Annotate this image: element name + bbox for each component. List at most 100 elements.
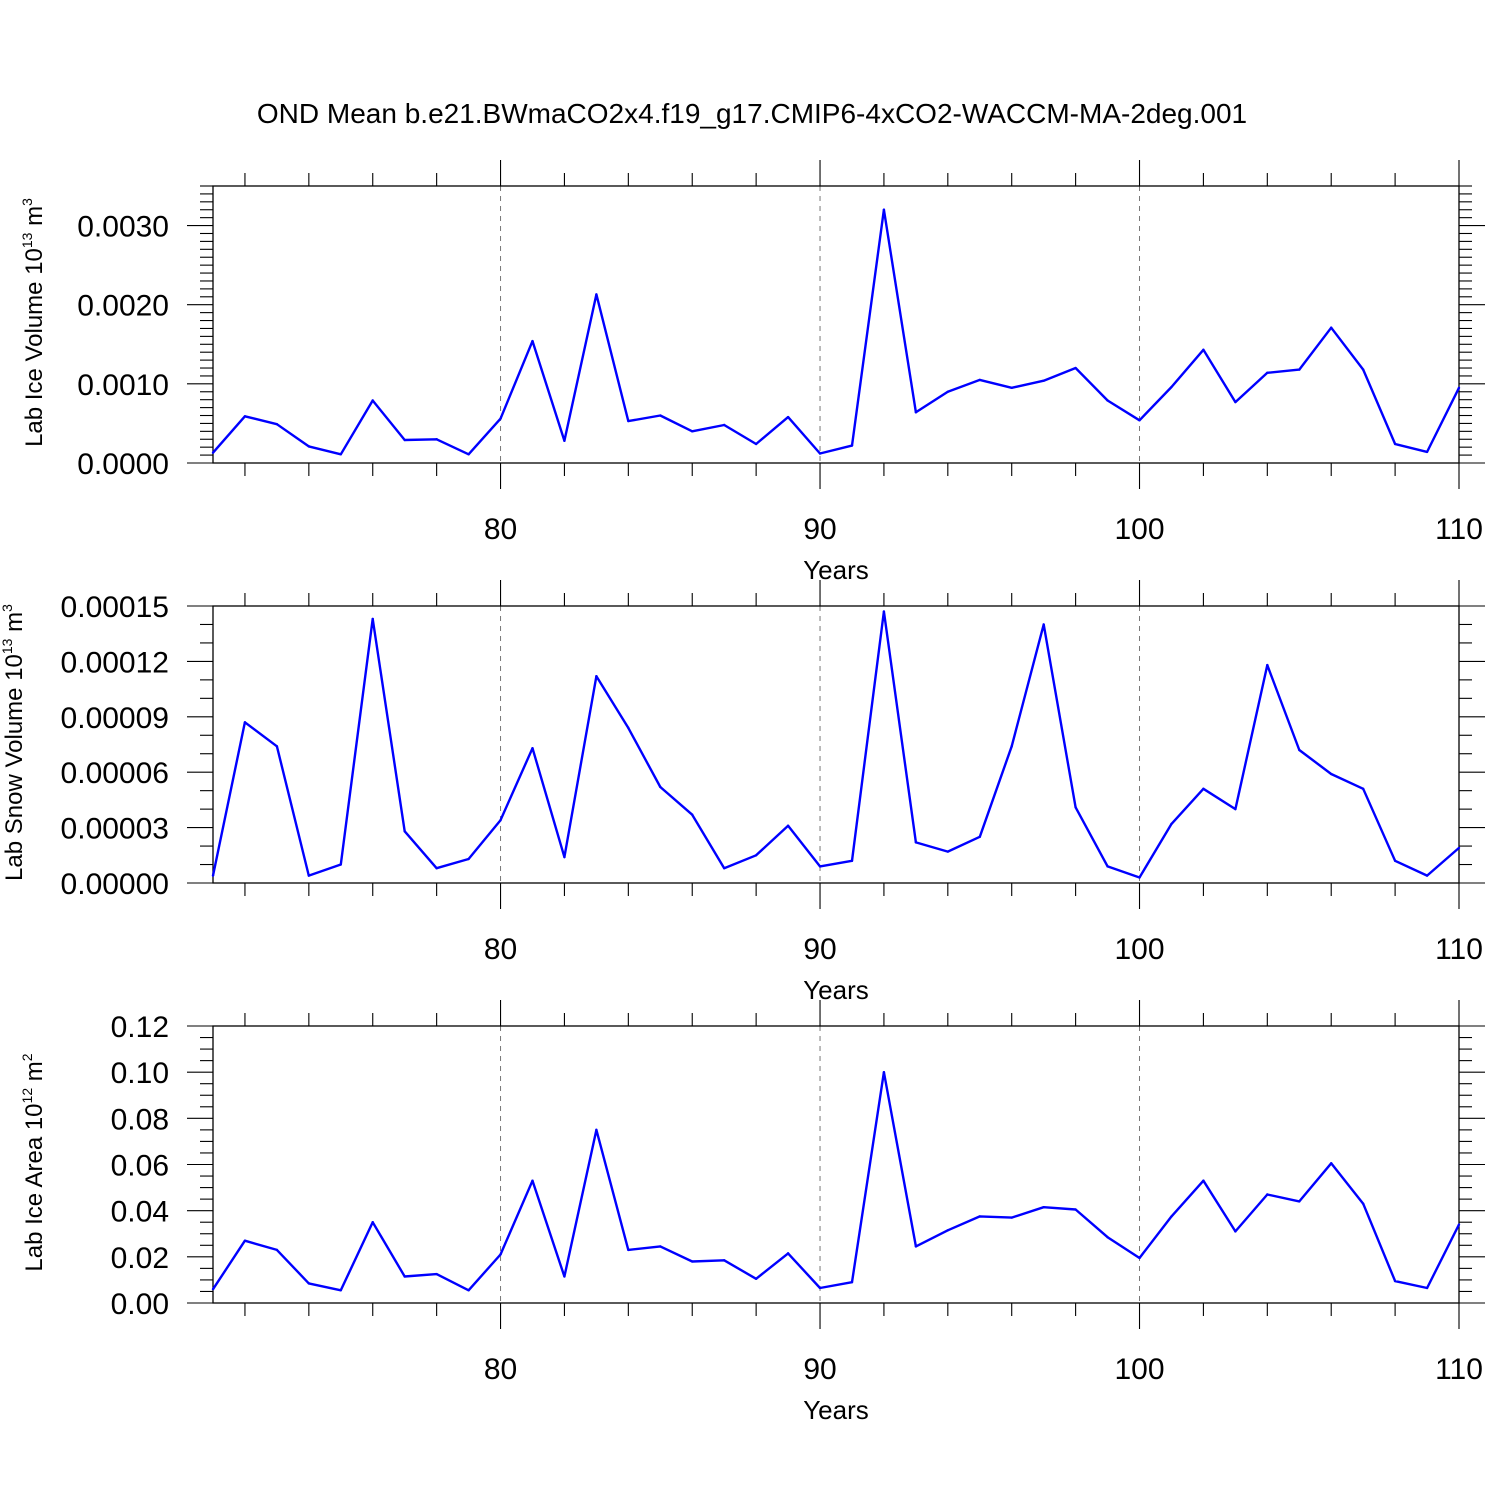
- data-point: [818, 865, 822, 868]
- data-point: [850, 444, 854, 447]
- data-point: [1298, 1200, 1301, 1203]
- data-point: [1202, 1179, 1205, 1182]
- data-point: [850, 1281, 854, 1284]
- data-point: [371, 1221, 374, 1224]
- data-point: [595, 1128, 598, 1132]
- data-point: [882, 208, 886, 211]
- data-point: [1042, 379, 1045, 382]
- data-point: [1266, 371, 1269, 374]
- data-point: [403, 438, 406, 442]
- data-point: [691, 1260, 694, 1263]
- x-tick-label: 80: [484, 1353, 517, 1386]
- data-point: [1393, 859, 1397, 863]
- data-point: [339, 453, 342, 456]
- data-point: [914, 841, 918, 844]
- data-point: [946, 1229, 950, 1232]
- data-point: [722, 867, 726, 870]
- data-point: [786, 1252, 790, 1255]
- data-point: [1234, 807, 1237, 811]
- y-tick-label: 0.00000: [61, 868, 169, 901]
- data-point: [531, 746, 534, 750]
- data-point: [1170, 822, 1173, 826]
- data-point: [659, 414, 662, 417]
- data-point: [1330, 1162, 1333, 1165]
- data-point: [1425, 1286, 1429, 1290]
- y-tick-label: 0.00015: [61, 591, 169, 624]
- data-point: [1202, 787, 1205, 791]
- data-point: [403, 1275, 406, 1278]
- data-point: [467, 857, 470, 861]
- data-point: [722, 423, 726, 427]
- y-axis-label-unit-exponent: 3: [0, 604, 15, 612]
- data-point: [563, 439, 566, 443]
- y-tick-label: 0.06: [111, 1150, 169, 1183]
- data-point: [1266, 663, 1269, 667]
- data-point: [435, 438, 438, 441]
- data-point: [1074, 366, 1077, 370]
- x-tick-label: 100: [1114, 513, 1164, 546]
- x-axis-label: Years: [803, 555, 869, 585]
- data-point: [1298, 368, 1301, 371]
- data-point: [1393, 442, 1397, 446]
- data-point: [1425, 874, 1429, 877]
- panel-ice-volume: 80 90 100 110 Years 0.0000 0.0010 0.0020 0.0030 L…: [19, 160, 1485, 585]
- x-tick-label: 90: [803, 1353, 836, 1386]
- x-tick-label: 110: [1435, 1353, 1483, 1386]
- data-point: [1074, 1208, 1077, 1211]
- x-tick-label: 110: [1435, 513, 1483, 546]
- y-axis-label-unit: m: [21, 206, 48, 233]
- y-tick-label: 0.0030: [77, 211, 169, 244]
- y-tick-label: 0.00009: [61, 702, 169, 735]
- x-tick-label: 100: [1114, 1353, 1164, 1386]
- data-point: [1106, 1236, 1109, 1239]
- x-tick-label: 90: [803, 513, 836, 546]
- data-point: [1138, 419, 1141, 422]
- data-point: [211, 874, 215, 877]
- data-point: [435, 867, 438, 870]
- y-axis-label-exponent: 13: [19, 232, 35, 248]
- data-point: [914, 1245, 918, 1248]
- data-point: [307, 874, 311, 877]
- y-axis-label-unit-exponent: 2: [19, 1053, 35, 1061]
- data-point: [978, 835, 981, 839]
- series-line: [211, 610, 1460, 879]
- x-axis-label: Years: [803, 1395, 869, 1425]
- data-point: [1457, 386, 1461, 390]
- data-point: [1361, 1202, 1365, 1205]
- data-point: [914, 411, 918, 414]
- y-axis-label: Lab Ice Volume 1013 m3: [19, 198, 48, 447]
- data-point: [275, 745, 279, 748]
- y-axis-label-main: Lab Snow Volume 10: [1, 654, 28, 881]
- data-point: [691, 430, 694, 433]
- y-axis-label-main: Lab Ice Area 10: [21, 1103, 48, 1271]
- data-point: [1170, 385, 1173, 389]
- data-point: [1138, 876, 1141, 879]
- data-point: [818, 1286, 822, 1290]
- x-tick-label: 80: [484, 513, 517, 546]
- data-point: [467, 1289, 470, 1292]
- data-point: [1010, 386, 1013, 390]
- data-point: [1106, 399, 1109, 402]
- data-point: [786, 415, 790, 419]
- data-point: [818, 452, 822, 455]
- data-point: [850, 859, 854, 863]
- data-point: [659, 1245, 662, 1248]
- data-point: [946, 390, 950, 393]
- y-tick-label: 0.08: [111, 1103, 169, 1136]
- data-point: [371, 399, 374, 402]
- y-axis-label-unit-exponent: 3: [19, 198, 35, 206]
- data-point: [627, 726, 630, 730]
- data-point: [1234, 1230, 1237, 1233]
- x-tick-label: 90: [803, 933, 836, 966]
- x-axis-label: Years: [803, 975, 869, 1005]
- data-point: [1361, 787, 1365, 791]
- y-axis-label-unit: m: [1, 612, 28, 639]
- data-point: [467, 453, 470, 456]
- y-axis-label-exponent: 13: [0, 638, 15, 654]
- x-tick-label: 80: [484, 933, 517, 966]
- data-point: [882, 1070, 886, 1074]
- y-tick-label: 0.0000: [77, 448, 169, 481]
- data-point: [371, 617, 374, 621]
- y-tick-label: 0.00003: [61, 813, 169, 846]
